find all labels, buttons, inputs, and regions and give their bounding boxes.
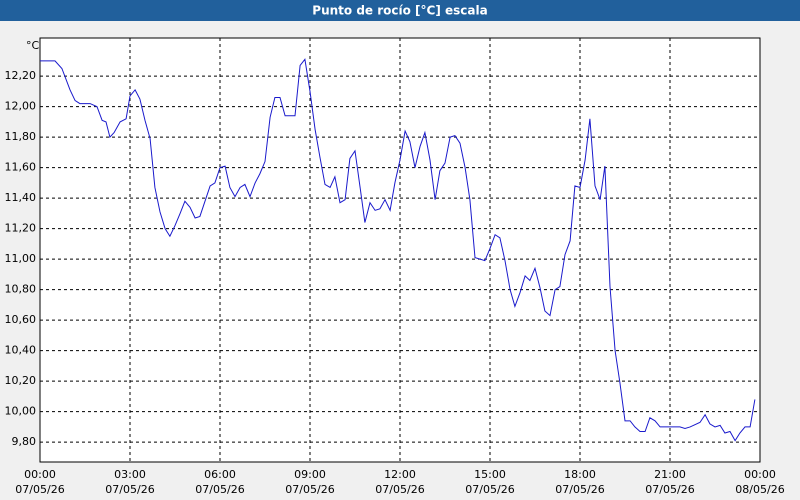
data-line [40,58,756,442]
x-tick-label: 00:00 [744,468,776,481]
x-tick-date: 07/05/26 [195,483,244,496]
y-tick-label: 10,80 [5,283,37,296]
x-tick-date: 07/05/26 [465,483,514,496]
x-tick-date: 07/05/26 [285,483,334,496]
y-tick-label: 10,40 [5,344,37,357]
x-tick-label: 21:00 [654,468,686,481]
y-tick-label: 11,60 [5,161,37,174]
x-tick-date: 07/05/26 [555,483,604,496]
x-tick-date: 07/05/26 [645,483,694,496]
chart-title: Punto de rocío [°C] escala [312,4,487,18]
x-tick-date: 07/05/26 [105,483,154,496]
y-tick-label: 11,00 [5,252,37,265]
title-bar [0,0,800,21]
y-tick-label: 10,20 [5,374,37,387]
y-tick-label: 11,40 [5,191,37,204]
y-tick-label: 10,00 [5,405,37,418]
x-tick-date: 08/05/26 [735,483,784,496]
y-unit: °C [26,39,40,52]
x-tick-date: 07/05/26 [375,483,424,496]
y-tick-label: 11,80 [5,130,37,143]
y-tick-label: 12,00 [5,100,37,113]
y-tick-label: 12,20 [5,69,37,82]
y-tick-label: 10,60 [5,313,37,326]
y-tick-label: 9,80 [12,435,37,448]
x-tick-label: 18:00 [564,468,596,481]
x-tick-label: 03:00 [114,468,146,481]
x-tick-label: 06:00 [204,468,236,481]
y-tick-label: 11,20 [5,222,37,235]
x-tick-label: 15:00 [474,468,506,481]
x-tick-label: 00:00 [24,468,56,481]
x-tick-label: 09:00 [294,468,326,481]
x-tick-label: 12:00 [384,468,416,481]
x-tick-date: 07/05/26 [15,483,64,496]
